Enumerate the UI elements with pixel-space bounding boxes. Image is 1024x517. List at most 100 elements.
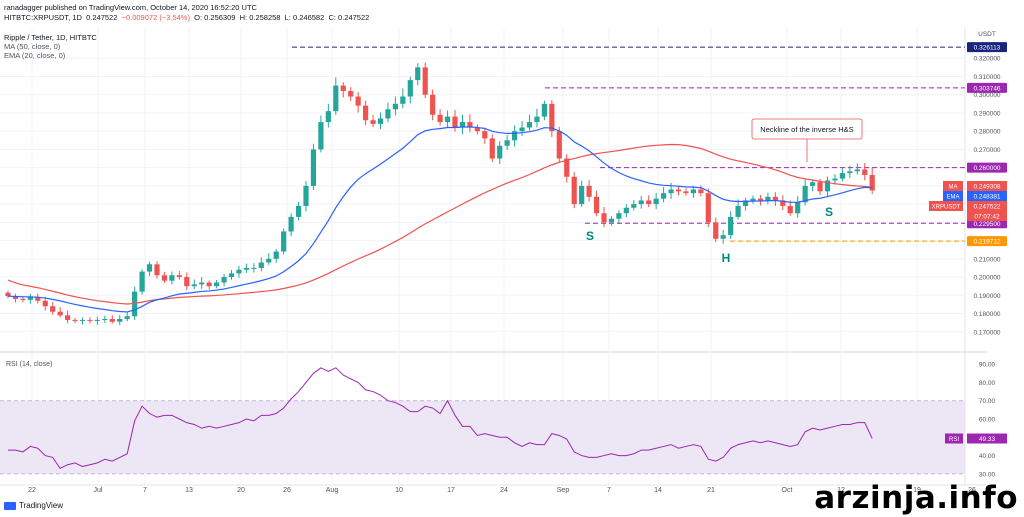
candle-down [154, 264, 160, 276]
ma-tag-bg [943, 181, 963, 191]
price-tick-label: 0.300000 [973, 92, 1000, 99]
watermark: arzinja.info [814, 480, 1018, 516]
high-value: H: 0.258258 [239, 13, 281, 22]
level-label: 0.229500 [973, 221, 1000, 228]
candle-up [221, 277, 227, 283]
ma-value-bg [967, 181, 1007, 191]
candle-up [303, 185, 309, 206]
countdown-bg [967, 211, 1007, 221]
time-tick-label: 26 [968, 487, 976, 494]
candle-up [199, 282, 205, 285]
price-tag-bg [929, 201, 963, 211]
rsi-value-bg [967, 433, 1007, 444]
candle-down [586, 185, 592, 197]
publisher-line: ranadagger published on TradingView.com,… [4, 3, 257, 12]
level-label-bg [967, 42, 1007, 53]
ema-tag-bg [943, 191, 963, 201]
candle-up [228, 273, 235, 278]
price-change: −0.009072 (−3.54%) [121, 13, 190, 22]
candle-up [854, 169, 860, 172]
right-shoulder-label: S [825, 205, 833, 219]
candle-up [94, 319, 100, 321]
candle-up [27, 297, 33, 300]
candle-up [631, 204, 637, 208]
time-tick-label: 21 [707, 487, 715, 494]
ma-value: 0.249308 [973, 184, 1000, 191]
time-tick-label: 22 [28, 487, 36, 494]
candle-down [12, 296, 19, 299]
price-tick-label: 0.200000 [973, 275, 1000, 282]
candle-up [266, 258, 272, 263]
rsi-value: 49.33 [979, 436, 996, 443]
price-value: 0.247522 [973, 204, 1000, 211]
ma-legend[interactable]: MA (50, close, 0) [4, 42, 61, 51]
candle-down [20, 298, 26, 300]
ema-legend[interactable]: EMA (20, close, 0) [4, 51, 66, 60]
candle-down [42, 300, 48, 307]
open-value: O: 0.256309 [194, 13, 236, 22]
time-tick-label: Jul [94, 487, 103, 494]
tradingview-icon [4, 501, 16, 510]
candle-up [512, 131, 518, 141]
time-tick-label: Aug [326, 487, 339, 494]
level-label: 0.303746 [973, 85, 1000, 92]
rsi-tick-label: 60.00 [979, 417, 996, 424]
level-label: 0.326113 [974, 45, 1001, 52]
candle-up [504, 140, 510, 146]
candle-up [139, 271, 145, 292]
candle-down [50, 306, 56, 312]
candle-up [236, 269, 242, 274]
candle-down [757, 198, 764, 201]
rsi-tick-label: 80.00 [979, 380, 996, 387]
candle-down [683, 191, 689, 194]
price-tick-label: 0.280000 [973, 129, 1000, 136]
candle-up [214, 282, 220, 287]
candle-up [400, 96, 406, 104]
tradingview-logo[interactable]: TradingView [4, 501, 63, 510]
price-tick-label: 0.270000 [973, 147, 1000, 154]
candle-down [87, 319, 93, 321]
rsi-tick-label: 30.00 [979, 471, 996, 478]
candle-up [750, 198, 756, 201]
candle-down [862, 169, 868, 175]
candle-down [355, 96, 361, 106]
neckline-callout-text: Neckline of the inverse H&S [760, 125, 853, 134]
rsi-band [0, 400, 965, 474]
ema-20-line [7, 126, 873, 313]
candle-down [363, 105, 369, 121]
candle-down [184, 277, 190, 287]
candle-up [385, 109, 391, 119]
ohlc-line: HITBTC:XRPUSDT, 1D 0.247522 −0.009072 (−… [4, 13, 369, 22]
candle-up [124, 316, 130, 319]
candle-down [869, 174, 875, 191]
price-axis-unit: USDT [978, 31, 996, 38]
ema-value: 0.248381 [973, 194, 1000, 201]
candle-up [318, 122, 324, 150]
price-tick-label: 0.290000 [973, 110, 1000, 117]
price-tick-label: 0.170000 [973, 329, 1000, 336]
candle-up [281, 231, 287, 252]
rsi-title: RSI (14, close) [6, 361, 52, 368]
candle-up [653, 198, 659, 205]
candle-up [191, 284, 197, 287]
candle-down [564, 158, 570, 177]
left-shoulder-label: S [586, 229, 594, 243]
candle-down [675, 189, 682, 192]
level-label: 0.260000 [973, 165, 1000, 172]
candle-down [698, 189, 704, 194]
annotations: Neckline of the inverse H&S S H S [586, 118, 863, 265]
chart-title: Ripple / Tether, 1D, HITBTC [4, 33, 97, 42]
candle-down [556, 131, 562, 159]
candle-up [832, 178, 838, 181]
time-tick-label: 7 [143, 487, 147, 494]
candle-up [258, 262, 264, 268]
candle-down [5, 292, 11, 297]
time-tick-label: 24 [500, 487, 508, 494]
candle-up [661, 193, 667, 199]
ema-tag-label: EMA [946, 195, 959, 201]
moving-averages [7, 126, 873, 313]
symbol-line: HITBTC:XRPUSDT, 1D [4, 13, 82, 22]
candle-down [65, 315, 71, 320]
candle-down [176, 275, 182, 278]
